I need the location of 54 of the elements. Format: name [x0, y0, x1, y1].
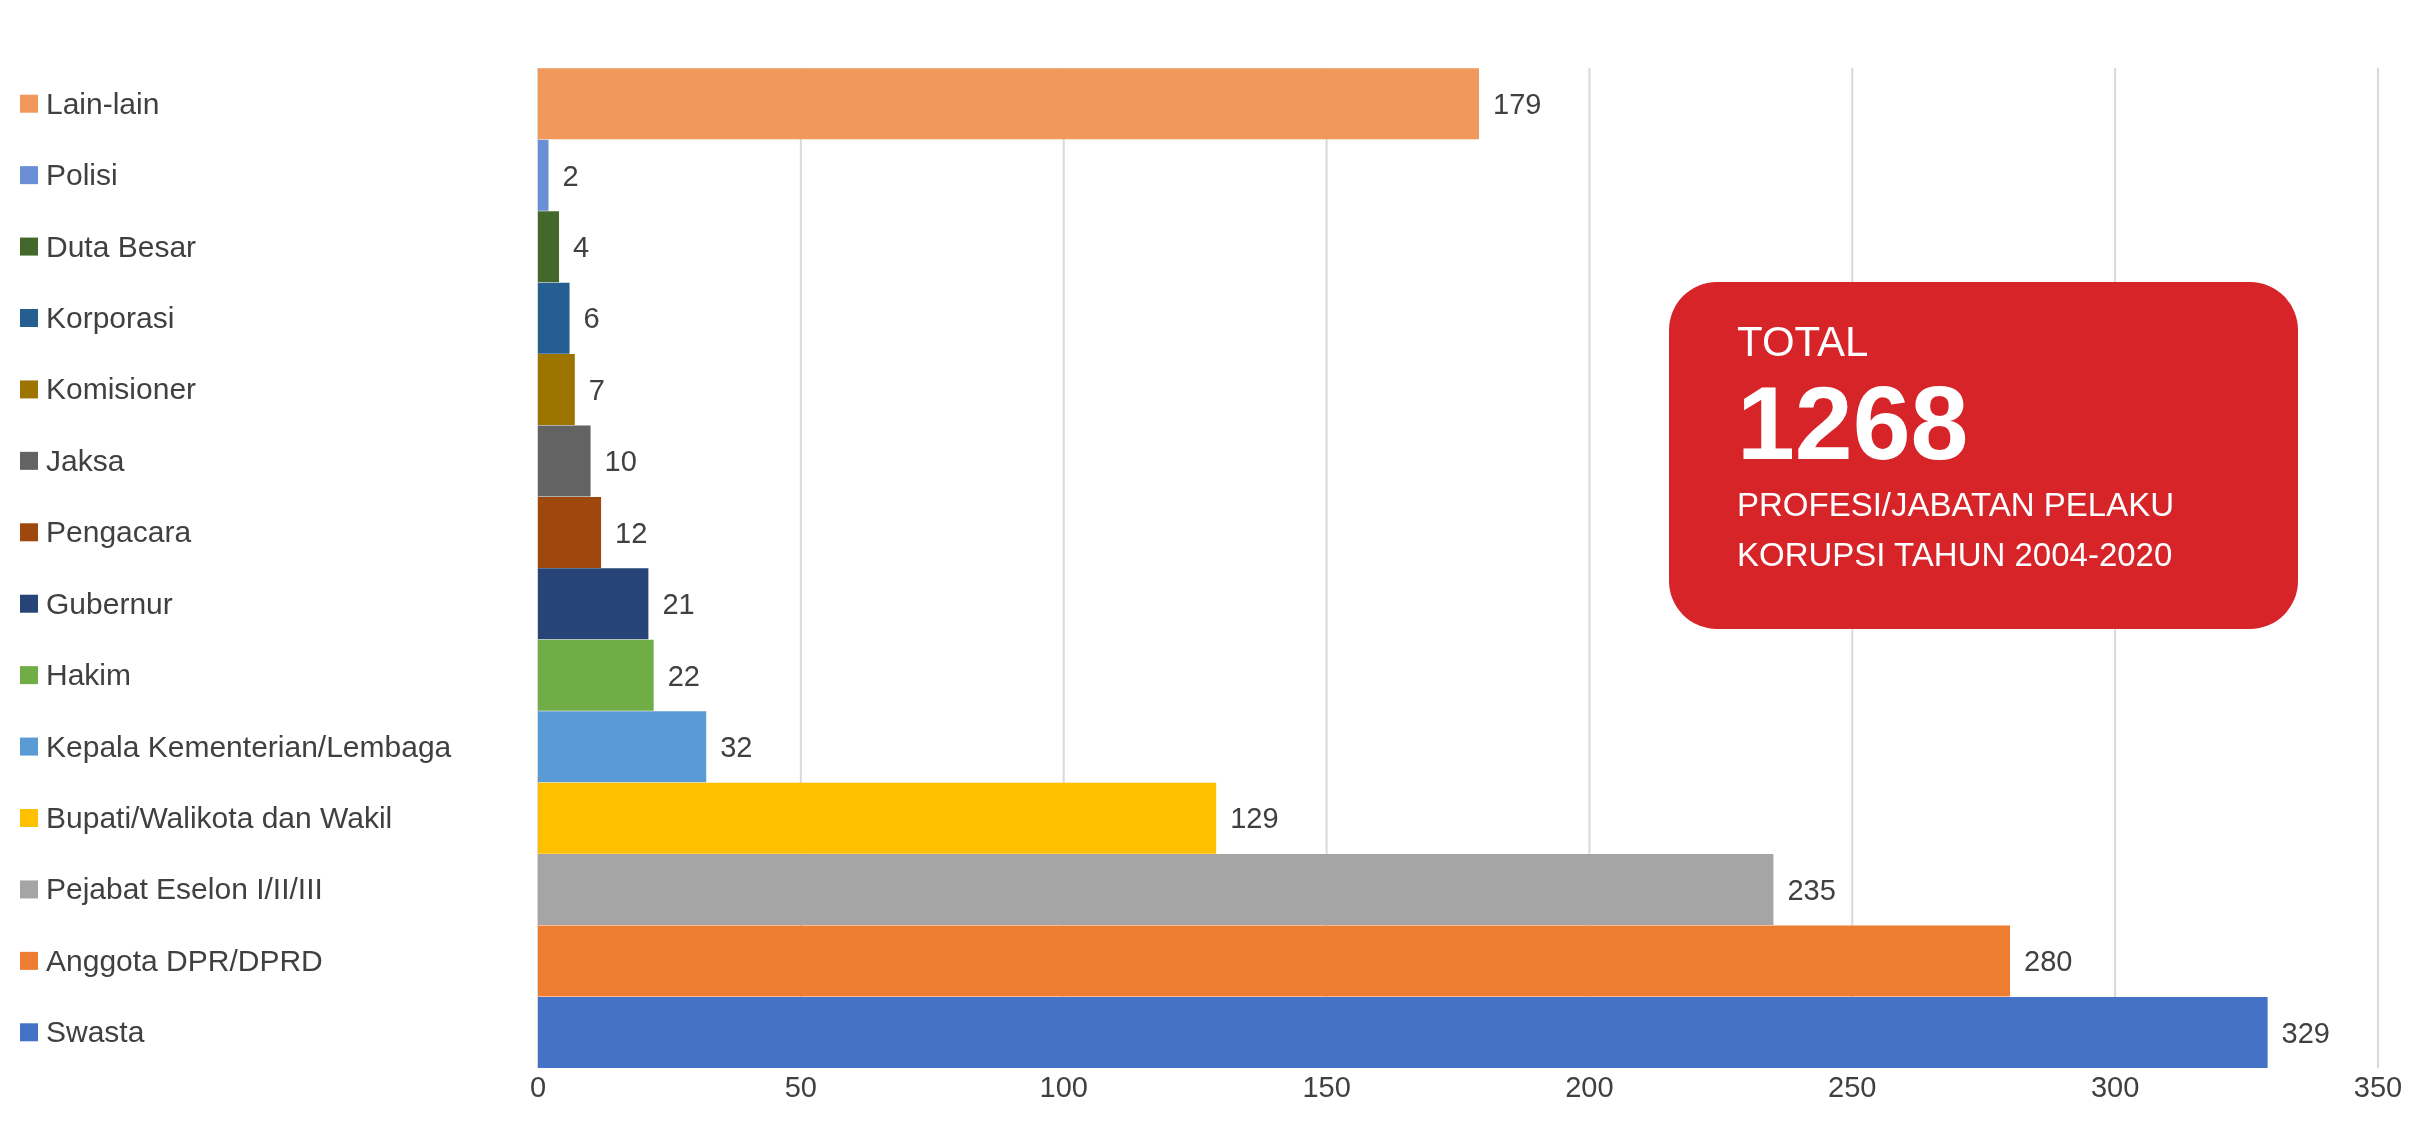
data-label: 179 [1493, 88, 1542, 121]
bar [538, 354, 575, 426]
total-box: TOTAL 1268 PROFESI/JABATAN PELAKU KORUPSI TAHUN 2004-2020 [1669, 282, 2298, 629]
x-tick-label: 50 [784, 1070, 817, 1103]
x-tick-label: 300 [2090, 1070, 2140, 1103]
y-tick-label: Komisioner [46, 372, 197, 406]
y-tick-label: Duta Besar [46, 229, 197, 263]
bar [538, 139, 549, 211]
data-label: 280 [2024, 945, 2073, 978]
bar [538, 568, 649, 640]
y-tick-label: Anggota DPR/DPRD [46, 943, 323, 977]
data-label: 2 [562, 159, 579, 192]
bar [538, 639, 654, 711]
x-tick-label: 100 [1039, 1070, 1088, 1103]
bar [538, 282, 570, 354]
bar [538, 711, 707, 783]
bar [538, 996, 2268, 1068]
y-tick-label: Jaksa [46, 443, 125, 477]
bar [538, 68, 1480, 140]
y-tick-label: Swasta [46, 1015, 145, 1049]
y-tick-label: Kepala Kementerian/Lembaga [46, 729, 452, 763]
bar [538, 782, 1217, 854]
y-tick-label: Lain-lain [46, 86, 160, 120]
data-label: 12 [615, 516, 648, 549]
y-tick-label: Korporasi [46, 301, 175, 334]
data-label: 129 [1230, 802, 1279, 835]
bar [538, 925, 2010, 997]
bar [538, 854, 1774, 926]
annotation: 1268 [1737, 365, 1970, 481]
y-tick-label: Pengacara [46, 515, 192, 549]
y-tick-label: Hakim [46, 658, 132, 692]
data-label: 10 [604, 445, 637, 478]
y-tick-label: Bupati/Walikota dan Wakil [46, 801, 393, 834]
x-tick-label: 150 [1302, 1070, 1351, 1103]
data-label: 4 [573, 231, 590, 264]
bar [538, 496, 602, 568]
x-tick-label: 200 [1565, 1070, 1614, 1103]
data-label: 21 [662, 588, 695, 621]
x-tick-label: 250 [1828, 1070, 1877, 1103]
y-tick-label: Polisi [46, 158, 118, 192]
annotation: PROFESI/JABATAN PELAKU KORUPSI TAHUN 2004-2020 [1737, 485, 2176, 575]
data-label: 7 [588, 373, 605, 406]
data-label: 6 [583, 302, 600, 335]
y-tick-label: Gubernur [46, 586, 173, 620]
bar [538, 211, 560, 283]
x-tick-label: 350 [2353, 1070, 2403, 1103]
bar [538, 425, 591, 497]
data-label: 235 [1787, 873, 1836, 906]
x-tick-label: 0 [529, 1070, 547, 1103]
y-tick-label: Pejabat Eselon I/II/III [46, 872, 323, 906]
annotation: TOTAL [1737, 318, 1870, 366]
data-label: 329 [2281, 1016, 2330, 1049]
data-label: 32 [720, 731, 753, 764]
data-label: 22 [667, 659, 700, 692]
